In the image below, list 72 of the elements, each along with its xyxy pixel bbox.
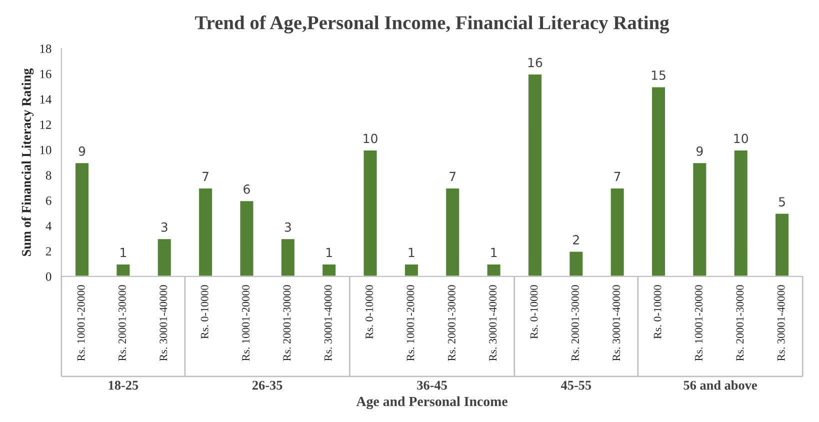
data-label: 1 <box>408 248 414 257</box>
bar <box>774 212 790 276</box>
x-tick-label: Rs. 0-10000 <box>654 285 662 339</box>
x-tick-label: Rs. 30001-40000 <box>777 285 785 361</box>
x-tick-label: Rs. 30001-40000 <box>489 285 497 361</box>
bar <box>115 263 132 276</box>
data-label: 7 <box>450 172 456 182</box>
x-tick-label: Rs. 30001-40000 <box>612 285 620 361</box>
text: 56 and above <box>684 380 757 390</box>
bar <box>280 238 296 276</box>
x-tick-label: Rs. 30001-40000 <box>160 285 168 361</box>
bar <box>650 86 666 276</box>
data-label: 5 <box>779 197 785 207</box>
y-tick-label: 18 <box>40 44 52 53</box>
data-label: 7 <box>614 172 620 182</box>
bar <box>527 73 543 276</box>
x-tick-label: Rs. 10001-20000 <box>694 285 703 361</box>
data-label: 9 <box>78 146 86 156</box>
data-label: 9 <box>696 146 703 156</box>
data-label: 10 <box>364 134 378 144</box>
bar <box>609 187 626 276</box>
data-label: 1 <box>120 248 126 257</box>
bar <box>74 162 90 276</box>
data-label: 15 <box>652 70 666 80</box>
y-tick-label: 16 <box>40 70 52 78</box>
data-label: 3 <box>284 222 291 232</box>
y-tick-label: 12 <box>40 120 52 129</box>
bar <box>568 250 584 276</box>
x-tick-label: Rs. 20001-30000 <box>118 285 126 361</box>
data-label: 1 <box>326 248 332 257</box>
data-label: 7 <box>202 172 208 182</box>
text: 36-45 <box>417 380 447 390</box>
bar <box>692 162 708 276</box>
x-tick-label: Rs. 20001-30000 <box>736 285 744 361</box>
bar <box>238 200 255 276</box>
y-tick-label: 6 <box>46 196 52 205</box>
x-tick-label: Rs. 20001-30000 <box>283 285 291 361</box>
bar <box>362 149 378 276</box>
x-tick-label: Rs. 20001-30000 <box>448 285 456 361</box>
bar <box>732 149 749 276</box>
text: 18-25 <box>108 380 138 390</box>
x-tick-label: Rs. 10001-20000 <box>406 285 414 361</box>
bar <box>198 187 214 276</box>
x-tick-label: Rs. 0-10000 <box>530 285 538 339</box>
y-tick-label: 4 <box>46 222 52 230</box>
x-tick-label: Rs. 20001-30000 <box>571 285 579 361</box>
text: 45-55 <box>560 380 592 390</box>
bar <box>404 263 420 276</box>
y-axis-title: Sum of Financial Literacy Rating <box>21 68 34 256</box>
data-label: 1 <box>491 248 497 257</box>
bar <box>486 263 502 276</box>
data-label: 2 <box>573 235 579 244</box>
x-tick-label: Rs. 30001-40000 <box>324 285 332 361</box>
y-tick-label: 14 <box>40 95 52 104</box>
y-tick-label: 10 <box>40 146 52 154</box>
data-label: 16 <box>528 58 542 68</box>
x-axis-title: Age and Personal Income <box>356 396 508 410</box>
y-tick-label: 0 <box>46 272 52 281</box>
bar <box>444 187 461 276</box>
data-label: 10 <box>734 134 748 144</box>
bar <box>156 238 172 276</box>
chart-title: Trend of Age,Personal Income, Financial Literacy Rating <box>195 15 670 34</box>
x-tick-label: Rs. 0-10000 <box>200 285 208 339</box>
data-label: 6 <box>244 184 250 194</box>
bar <box>321 263 337 276</box>
text: 26-35 <box>252 380 282 390</box>
x-tick-label: Rs. 10001-20000 <box>242 285 250 361</box>
x-tick-label: Rs. 10001-20000 <box>77 285 85 361</box>
y-tick-label: 8 <box>46 171 52 180</box>
x-tick-label: Rs. 0-10000 <box>366 285 374 339</box>
y-tick-label: 2 <box>46 247 52 256</box>
data-label: 3 <box>161 222 168 232</box>
